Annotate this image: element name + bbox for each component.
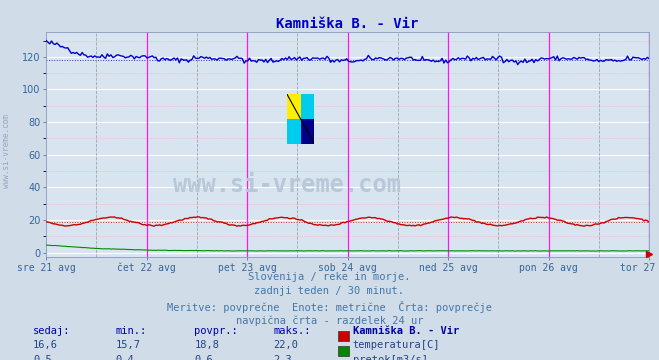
Text: Kamniška B. - Vir: Kamniška B. - Vir <box>353 326 459 336</box>
Text: pretok[m3/s]: pretok[m3/s] <box>353 355 428 360</box>
Text: 0,4: 0,4 <box>115 355 134 360</box>
Text: maks.:: maks.: <box>273 326 311 336</box>
Title: Kamniška B. - Vir: Kamniška B. - Vir <box>276 17 419 31</box>
Text: www.si-vreme.com: www.si-vreme.com <box>173 174 401 197</box>
Bar <box>301 119 314 144</box>
Text: 2,3: 2,3 <box>273 355 292 360</box>
Text: min.:: min.: <box>115 326 146 336</box>
Text: zadnji teden / 30 minut.: zadnji teden / 30 minut. <box>254 286 405 296</box>
Text: 18,8: 18,8 <box>194 340 219 350</box>
Text: 16,6: 16,6 <box>33 340 58 350</box>
Text: povpr.:: povpr.: <box>194 326 238 336</box>
Bar <box>301 94 314 119</box>
Bar <box>287 119 301 144</box>
Text: Slovenija / reke in morje.: Slovenija / reke in morje. <box>248 272 411 282</box>
Text: navpična črta - razdelek 24 ur: navpična črta - razdelek 24 ur <box>236 315 423 325</box>
Text: Meritve: povprečne  Enote: metrične  Črta: povprečje: Meritve: povprečne Enote: metrične Črta:… <box>167 301 492 312</box>
Text: temperatura[C]: temperatura[C] <box>353 340 440 350</box>
Text: www.si-vreme.com: www.si-vreme.com <box>2 114 11 188</box>
Text: sedaj:: sedaj: <box>33 326 71 336</box>
Text: 0,6: 0,6 <box>194 355 213 360</box>
Text: 22,0: 22,0 <box>273 340 299 350</box>
Bar <box>287 94 301 119</box>
Text: 15,7: 15,7 <box>115 340 140 350</box>
Text: 0,5: 0,5 <box>33 355 51 360</box>
